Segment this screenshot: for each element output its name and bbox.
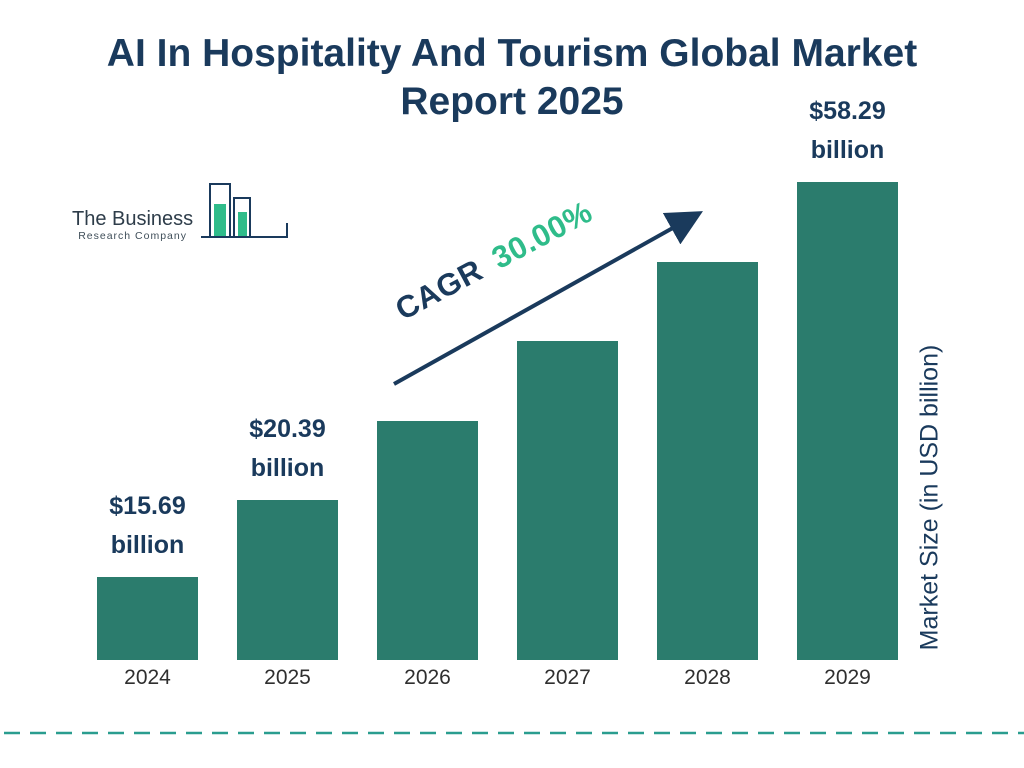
bar-2028	[657, 262, 758, 660]
page-title-line1: AI In Hospitality And Tourism Global Mar…	[106, 32, 918, 75]
value-label-2024: $15.69 billion	[109, 492, 186, 559]
company-logo: The Business Research Company	[72, 178, 293, 244]
x-tick-2024: 2024	[124, 666, 171, 689]
x-tick-2026: 2026	[404, 666, 451, 689]
bar-2025	[237, 500, 338, 660]
x-tick-2025: 2025	[264, 666, 311, 689]
bar-2029	[797, 182, 898, 660]
company-subname: Research Company	[78, 230, 187, 242]
page-title: AI In Hospitality And Tourism Global Mar…	[0, 30, 1024, 125]
cagr-value: 30.00%	[486, 194, 598, 276]
cagr-prefix: CAGR	[389, 252, 489, 328]
bar-2024	[97, 577, 198, 660]
bar-2027	[517, 341, 618, 660]
y-axis-label: Market Size (in USD billion)	[915, 344, 944, 651]
page-title-line2: Report 2025	[400, 79, 624, 123]
company-name: The Business	[72, 208, 194, 230]
cagr-label: CAGR30.00%	[390, 194, 599, 328]
logo-bars-icon	[201, 183, 289, 238]
value-label-2025: $20.39 billion	[249, 415, 326, 482]
x-tick-2028: 2028	[684, 666, 731, 689]
company-logo-text: The Business Research Company	[72, 208, 193, 244]
value-label-2029: $58.29 billion	[809, 97, 886, 164]
x-tick-2029: 2029	[824, 666, 871, 689]
bar-2026	[377, 421, 478, 660]
x-tick-2027: 2027	[544, 666, 591, 689]
